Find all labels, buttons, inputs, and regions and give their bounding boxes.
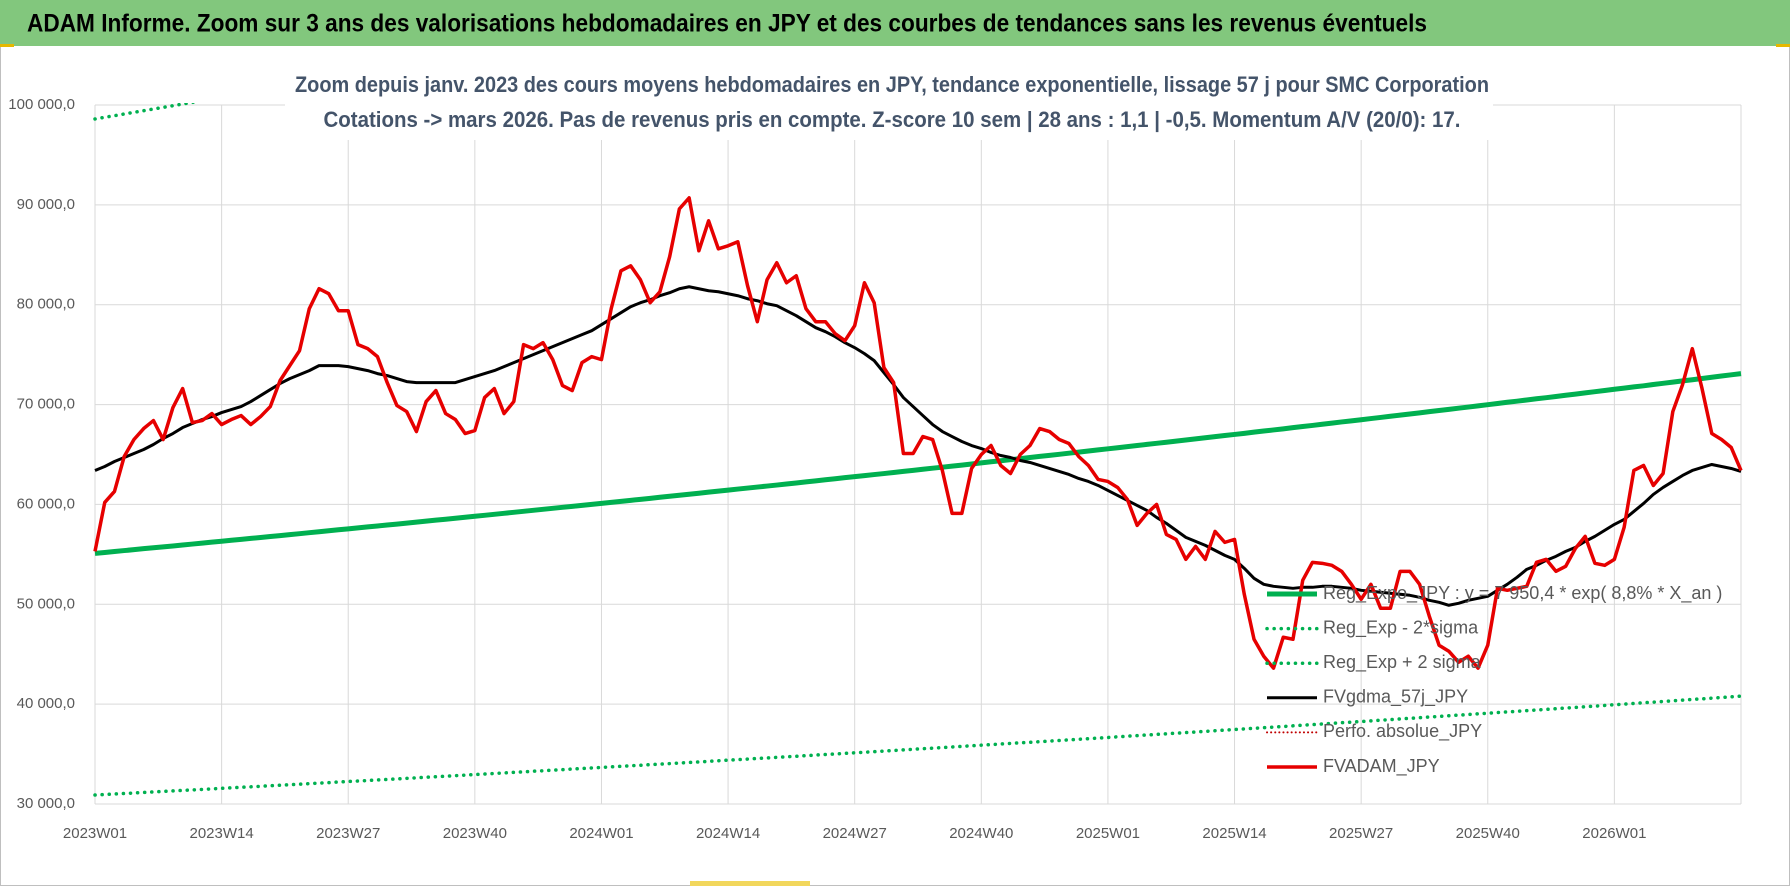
x-tick-label: 2024W40 bbox=[949, 825, 1013, 842]
legend-label: Reg_Exp - 2*sigma bbox=[1323, 617, 1479, 638]
legend-label: FVgdma_57j_JPY bbox=[1323, 687, 1468, 708]
legend-label: FVADAM_JPY bbox=[1323, 756, 1440, 777]
plot-area: 30 000,0 40 000,0 50 000,0 60 000,0 70 000,0… bbox=[8, 96, 1743, 842]
y-tick-label: 90 000,0 bbox=[17, 196, 75, 213]
x-tick-label: 2024W27 bbox=[823, 825, 887, 842]
x-tick-label: 2024W01 bbox=[569, 825, 633, 842]
legend-label: Reg_Exp + 2 sigma bbox=[1323, 652, 1482, 673]
x-tick-label: 2023W27 bbox=[316, 825, 380, 842]
x-tick-label: 2023W01 bbox=[63, 825, 127, 842]
y-tick-label: 70 000,0 bbox=[17, 396, 75, 413]
corner-accent bbox=[1776, 44, 1790, 47]
y-tick-label: 30 000,0 bbox=[17, 795, 75, 812]
series-line bbox=[93, 196, 1743, 670]
x-tick-label: 2025W40 bbox=[1456, 825, 1520, 842]
x-tick-label: 2026W01 bbox=[1582, 825, 1646, 842]
series-line bbox=[94, 285, 1742, 607]
series-line bbox=[94, 371, 1742, 556]
legend-label: Perfo. absolue_JPY bbox=[1323, 721, 1482, 742]
chart-title: Zoom depuis janv. 2023 des cours moyens … bbox=[295, 72, 1489, 97]
x-tick-label: 2025W27 bbox=[1329, 825, 1393, 842]
title-box bbox=[285, 68, 1493, 140]
x-tick-label: 2023W14 bbox=[190, 825, 254, 842]
y-tick-label: 80 000,0 bbox=[17, 296, 75, 313]
banner bbox=[0, 0, 1790, 46]
corner-accent bbox=[0, 44, 14, 47]
y-tick-label: 50 000,0 bbox=[17, 595, 75, 612]
y-tick-label: 100 000,0 bbox=[8, 96, 75, 113]
x-tick-label: 2025W01 bbox=[1076, 825, 1140, 842]
series-line bbox=[93, 694, 1743, 797]
y-tick-label: 60 000,0 bbox=[17, 495, 75, 512]
legend-label: Reg_Expo_JPY : y = 7 950,4 * exp( 8,8% *… bbox=[1323, 583, 1722, 604]
page-title: ADAM Informe. Zoom sur 3 ans des valoris… bbox=[27, 10, 1427, 38]
x-tick-label: 2025W14 bbox=[1202, 825, 1266, 842]
bottom-accent bbox=[690, 881, 810, 886]
y-tick-label: 40 000,0 bbox=[17, 695, 75, 712]
x-tick-label: 2023W40 bbox=[443, 825, 507, 842]
chart-subtitle: Cotations -> mars 2026. Pas de revenus p… bbox=[324, 107, 1461, 132]
x-tick-label: 2024W14 bbox=[696, 825, 760, 842]
legend: Reg_Expo_JPY : y = 7 950,4 * exp( 8,8% *… bbox=[1265, 583, 1722, 777]
